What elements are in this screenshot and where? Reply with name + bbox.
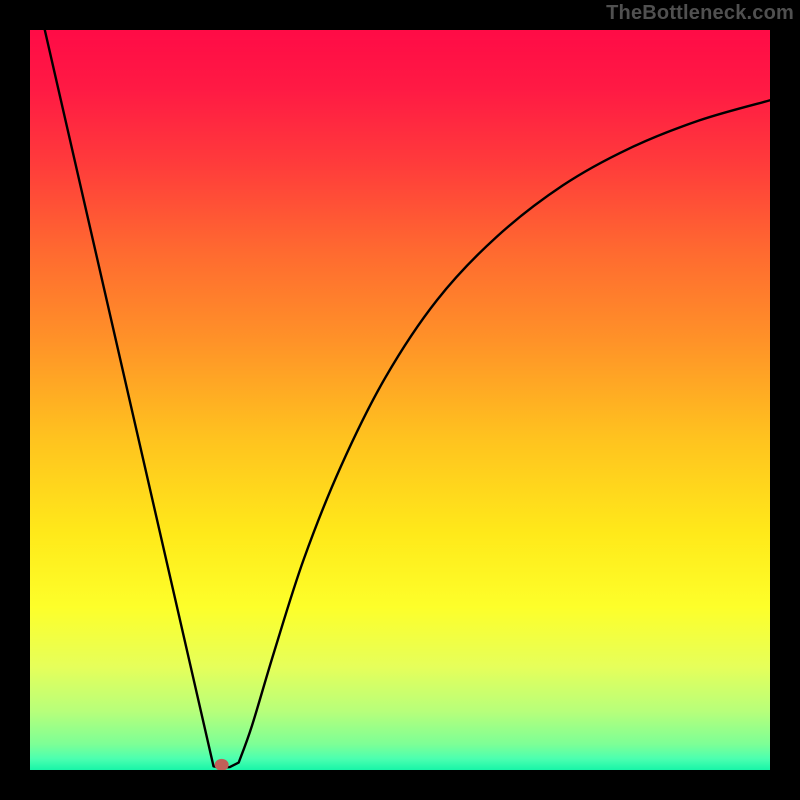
watermark-text: TheBottleneck.com bbox=[606, 2, 794, 25]
chart-svg bbox=[30, 30, 770, 770]
chart-frame: TheBottleneck.com bbox=[0, 0, 800, 800]
plot-area bbox=[30, 30, 770, 770]
gradient-background bbox=[30, 30, 770, 770]
